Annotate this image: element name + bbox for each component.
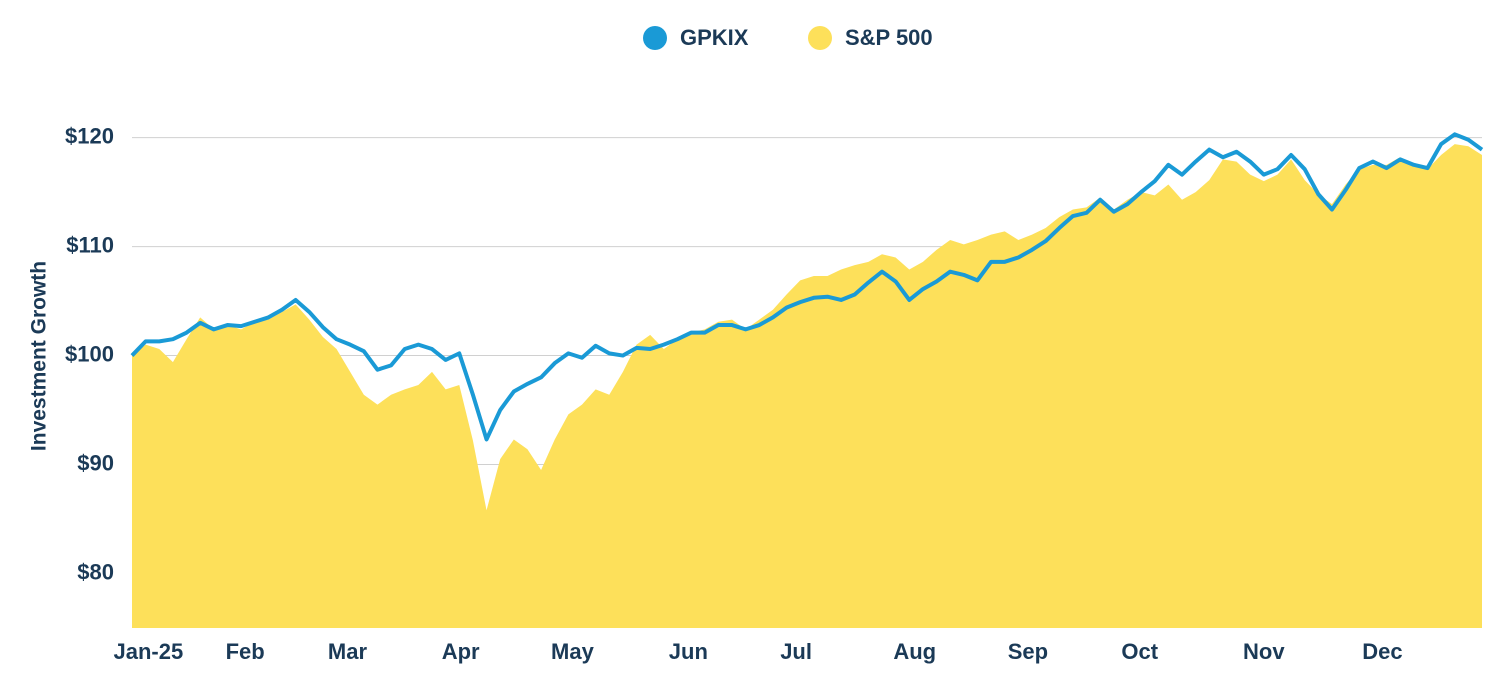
x-tick-label: May <box>551 639 595 664</box>
area <box>132 144 1482 628</box>
x-tick-label: Sep <box>1008 639 1048 664</box>
y-tick-label: $120 <box>65 123 114 148</box>
legend-label: S&P 500 <box>845 25 933 50</box>
y-tick-label: $110 <box>66 232 114 257</box>
x-tick-label: Jul <box>780 639 812 664</box>
x-tick-label: Mar <box>328 639 368 664</box>
y-axis-label: Investment Growth <box>28 261 51 451</box>
x-tick-label: Jan-25 <box>114 639 184 664</box>
x-tick-label: Jun <box>669 639 708 664</box>
x-tick-label: Oct <box>1121 639 1158 664</box>
x-tick-label: Nov <box>1243 639 1285 664</box>
y-tick-label: $100 <box>65 341 114 366</box>
legend-marker <box>808 26 832 50</box>
legend-label: GPKIX <box>680 25 749 50</box>
y-tick-label: $90 <box>77 450 114 475</box>
y-tick-label: $80 <box>77 559 114 584</box>
x-tick-label: Aug <box>893 639 936 664</box>
x-tick-label: Dec <box>1362 639 1402 664</box>
line <box>130 132 1484 442</box>
x-tick-label: Feb <box>226 639 265 664</box>
legend-marker <box>643 26 667 50</box>
x-tick-label: Apr <box>442 639 480 664</box>
